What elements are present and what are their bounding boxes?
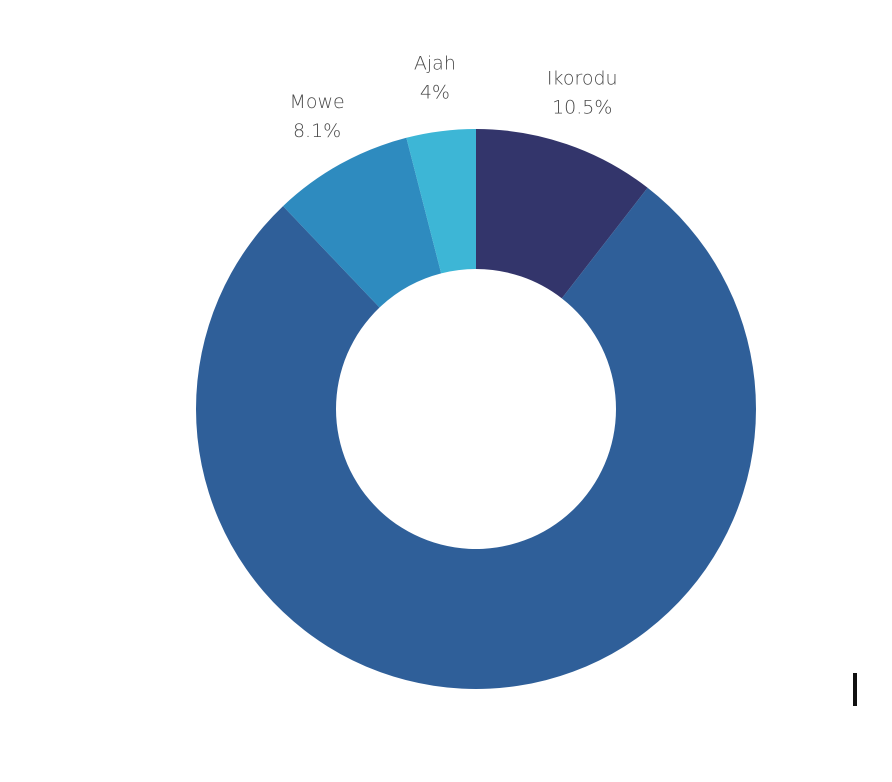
- slice-label-ajah: Ajah: [414, 53, 456, 75]
- donut-slices: [195, 129, 756, 689]
- slice-label-ikorodu: Ikorodu: [547, 68, 618, 90]
- slice-value-ajah: 4%: [420, 82, 450, 104]
- slice-value-ikorodu: 10.5%: [552, 97, 612, 119]
- slice-unlabeled: [195, 187, 756, 689]
- slice-ajah: [406, 129, 476, 274]
- slice-mowe: [283, 137, 442, 308]
- slice-value-mowe: 8.1%: [293, 120, 341, 142]
- slice-labels: Ikorodu 10.5% Mowe 8.1% Ajah 4%: [289, 53, 617, 142]
- slice-label-mowe: Mowe: [289, 91, 344, 113]
- text-cursor-mark: [853, 673, 857, 706]
- slice-ikorodu: [476, 129, 648, 299]
